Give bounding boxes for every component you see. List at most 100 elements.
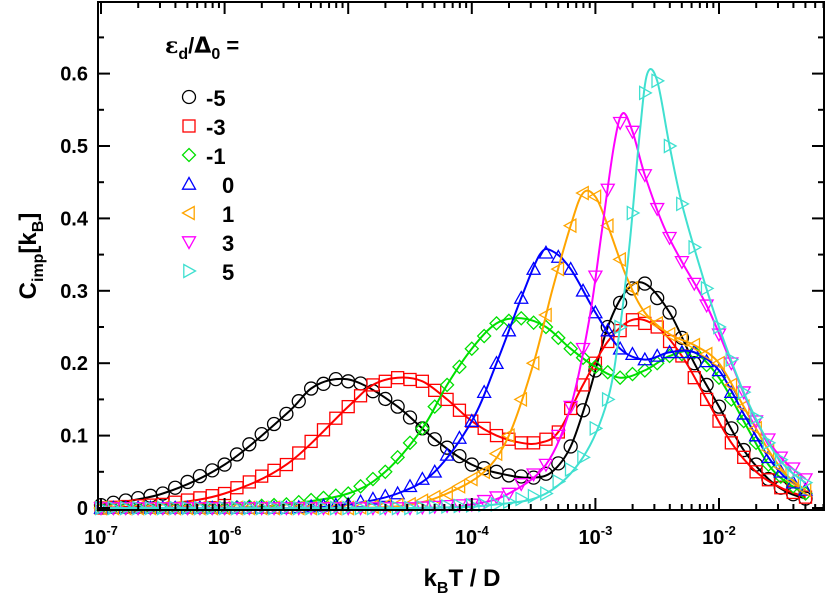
y-tick-label: 0.1 [60, 426, 88, 448]
data-point [637, 169, 653, 183]
x-tick-label: 10-4 [455, 523, 490, 549]
x-tick-label: 10-5 [331, 523, 365, 549]
data-point [353, 478, 368, 494]
legend: εd/Δ0 = -5 -3 -1 0 1 3 5 [165, 33, 239, 285]
legend-marker [183, 263, 197, 279]
data-point [526, 315, 542, 331]
data-point [663, 138, 678, 154]
data-point [625, 366, 640, 382]
data-point [551, 456, 566, 471]
data-point [797, 482, 814, 496]
data-point [687, 371, 701, 385]
x-axis-title: kBT / D [424, 565, 501, 597]
y-tick-label: 0.5 [60, 136, 88, 158]
data-point [699, 353, 715, 368]
data-point [649, 315, 664, 331]
data-point [119, 500, 134, 516]
data-point [638, 85, 653, 101]
data-point [624, 125, 641, 140]
data-point [575, 342, 591, 357]
data-point [587, 304, 604, 319]
data-point [637, 276, 652, 291]
data-point [229, 447, 245, 462]
data-point [700, 280, 715, 296]
data-point [527, 488, 542, 504]
data-point [612, 116, 628, 131]
data-point [626, 205, 641, 221]
data-point [451, 478, 466, 494]
data-point [612, 251, 626, 268]
data-point [540, 485, 554, 502]
data-point [575, 282, 591, 297]
data-point [501, 322, 517, 337]
data-point [587, 189, 602, 205]
data-point [612, 370, 628, 386]
data-point [723, 357, 739, 372]
legend-label: -5 [206, 86, 226, 111]
data-point [550, 330, 566, 346]
data-point [501, 487, 517, 502]
legend-label: 3 [222, 231, 234, 256]
data-point [601, 391, 616, 408]
legend-label: 5 [222, 260, 234, 285]
data-point [192, 468, 208, 484]
legend-items: -5 -3 -1 0 1 3 5 [181, 86, 234, 285]
data-point [513, 290, 529, 304]
data-point [686, 344, 702, 359]
data-point [525, 355, 540, 371]
data-point [168, 480, 183, 495]
data-point [317, 500, 332, 516]
data-point [415, 374, 430, 388]
y-tick-label: 0.6 [60, 64, 88, 86]
data-point [291, 394, 306, 409]
data-point [402, 478, 418, 493]
data-point [266, 416, 282, 432]
data-point [698, 346, 713, 362]
data-point [552, 473, 567, 490]
data-point [761, 473, 776, 487]
data-point [367, 500, 381, 516]
data-point [304, 434, 318, 449]
data-point [427, 399, 443, 415]
series-line [100, 68, 807, 510]
data-point [426, 489, 441, 505]
data-point [538, 458, 554, 473]
data-point [539, 432, 553, 446]
data-point [637, 363, 653, 378]
legend-label: 1 [222, 202, 234, 227]
data-point [676, 196, 690, 212]
legend-marker [182, 119, 196, 133]
data-point [787, 465, 801, 481]
y-tick-label: 0.3 [60, 281, 88, 303]
data-point [501, 427, 515, 444]
data-point [488, 446, 503, 462]
data-point [427, 432, 442, 447]
data-point [378, 391, 393, 407]
x-tick-label: 10-3 [578, 523, 612, 549]
data-point [513, 310, 529, 326]
data-point [513, 478, 529, 492]
data-point [599, 218, 614, 234]
legend-marker [181, 147, 197, 163]
legend-item: -5 [181, 86, 226, 111]
data-point [575, 185, 589, 201]
data-point [600, 322, 616, 337]
data-point [650, 290, 665, 306]
data-point [365, 471, 381, 487]
data-point [404, 500, 418, 516]
data-point [762, 435, 777, 451]
data-point [391, 500, 406, 516]
data-point [737, 450, 751, 464]
data-point [649, 348, 665, 362]
data-point [452, 403, 467, 417]
data-point [737, 384, 752, 400]
data-point [725, 351, 740, 368]
data-point [402, 410, 418, 425]
data-point [414, 471, 430, 485]
data-point [538, 307, 552, 323]
data-point [156, 500, 171, 516]
legend-label: -1 [206, 144, 226, 169]
legend-item: 1 [181, 202, 234, 227]
data-point [525, 468, 542, 483]
data-point [490, 496, 505, 512]
